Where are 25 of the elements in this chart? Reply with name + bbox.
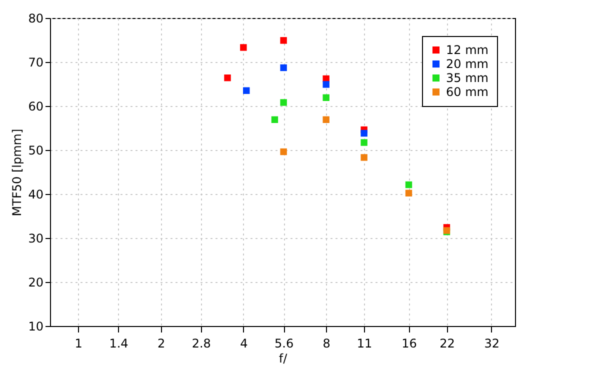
legend-label: 12 mm [446,43,488,57]
x-tick-label: 1.4 [109,336,128,350]
y-axis-title: MTF50 [lpmm] [10,128,24,216]
y-tick-label: 50 [28,144,44,158]
legend-label: 20 mm [446,57,488,71]
x-tick-label: 11 [356,336,372,350]
y-tick-label: 40 [28,188,44,202]
x-tick-label: 5.6 [274,336,294,350]
x-tick-label: 1 [74,336,82,350]
x-tick-label: 2.8 [192,336,211,350]
x-axis-title: f/ [278,352,288,366]
x-tick-label: 4 [240,336,248,350]
y-tick-label: 60 [28,100,44,114]
y-tick-label: 20 [28,276,44,290]
y-tick-label: 30 [28,232,44,246]
legend-label: 60 mm [446,85,488,99]
x-tick-label: 16 [402,336,417,350]
x-tick-label: 2 [157,336,166,350]
x-tick-label: 8 [322,336,330,350]
x-tick-label: 22 [440,336,455,350]
legend-label: 35 mm [446,71,488,85]
y-tick-label: 70 [28,56,44,70]
y-tick-label: 10 [28,320,44,334]
x-tick-label: 32 [484,336,500,350]
y-tick-label: 80 [28,12,44,26]
